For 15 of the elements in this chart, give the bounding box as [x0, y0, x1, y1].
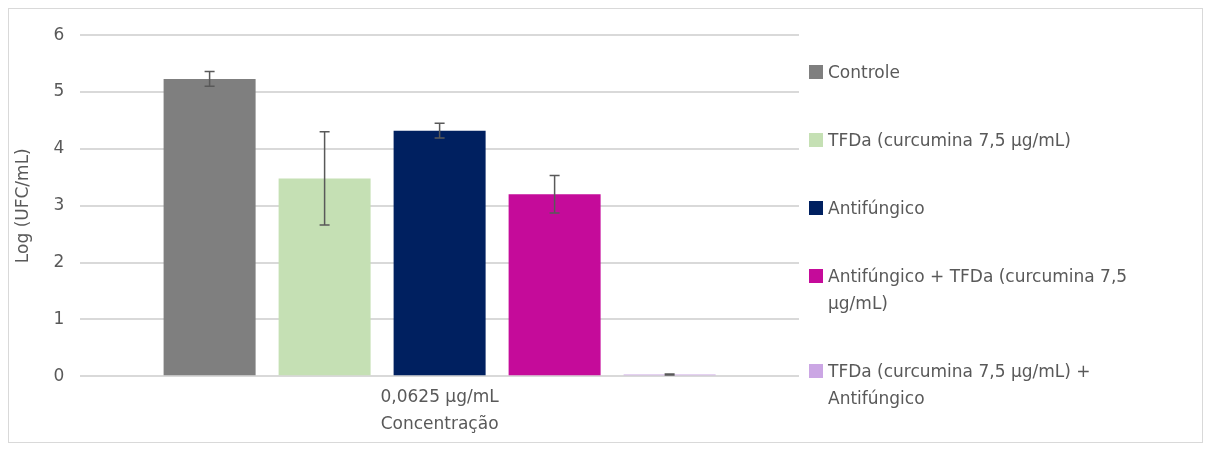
x-axis-title: Concentração: [380, 413, 499, 434]
y-axis-title: Log (UFC/mL): [11, 148, 32, 264]
x-tick-label: 0,0625 µg/mL: [380, 385, 500, 406]
legend-label: TFDa (curcumina 7,5 µg/mL): [828, 129, 1071, 153]
y-tick-label: 2: [53, 250, 65, 271]
legend-label: Antifúngico + TFDa (curcumina 7,5 µg/mL): [828, 264, 1129, 315]
y-tick-label: 4: [53, 137, 65, 158]
legend-label: TFDa (curcumina 7,5 µg/mL) + Antifúngico: [828, 359, 1092, 410]
legend-label: Antifúngico: [828, 197, 925, 220]
y-tick-label: 1: [53, 307, 65, 328]
legend-label: Controle: [828, 61, 900, 85]
y-tick-label: 6: [53, 23, 65, 44]
y-tick-label: 0: [53, 364, 65, 385]
y-tick-label: 5: [53, 80, 65, 101]
y-tick-label: 3: [53, 194, 65, 215]
